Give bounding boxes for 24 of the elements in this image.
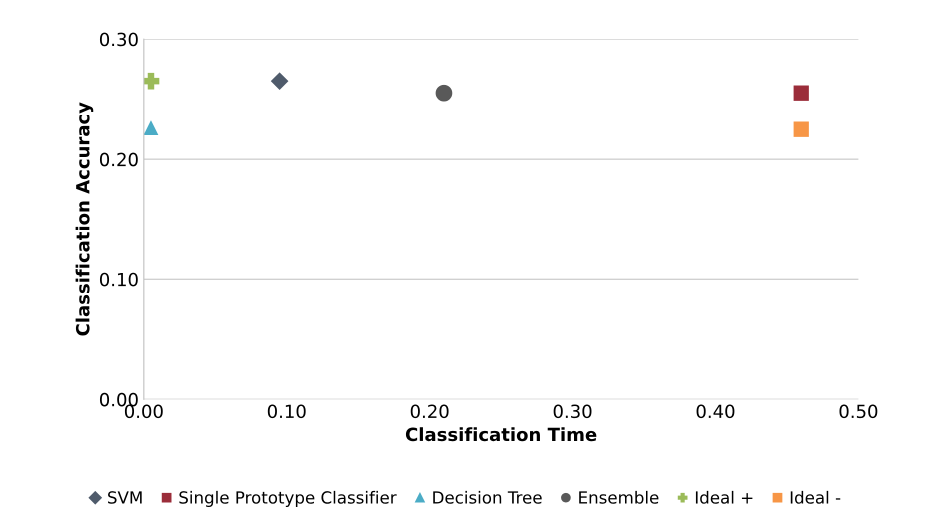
legend-label: Single Prototype Classifier [179, 490, 397, 507]
y-tick-label: 0.20 [100, 152, 138, 166]
legend-label: Decision Tree [433, 490, 542, 504]
y-tick-label: 0.00 [100, 392, 138, 406]
x-tick-label: 0.30 [554, 404, 592, 418]
legend-label: SVM [108, 491, 142, 504]
y-tick-label: 0.10 [100, 272, 138, 286]
x-tick-label: 0.00 [124, 404, 163, 418]
x-tick-label: 0.10 [268, 404, 306, 418]
legend-label: Ensemble [579, 490, 658, 504]
point [144, 121, 158, 135]
x-tick-label: 0.50 [839, 404, 878, 418]
point [271, 72, 288, 90]
y-axis-title: Classification Accuracy [76, 102, 94, 336]
point [794, 122, 809, 137]
point [794, 86, 809, 101]
x-axis-title: Classification Time [406, 427, 596, 442]
point [436, 84, 452, 102]
x-tick-label: 0.40 [696, 404, 734, 418]
x-tick-label: 0.20 [410, 404, 449, 418]
point [144, 72, 160, 90]
legend-label: Ideal + [696, 490, 752, 504]
legend-label: Ideal - [790, 490, 840, 504]
y-tick-label: 0.30 [100, 32, 138, 46]
